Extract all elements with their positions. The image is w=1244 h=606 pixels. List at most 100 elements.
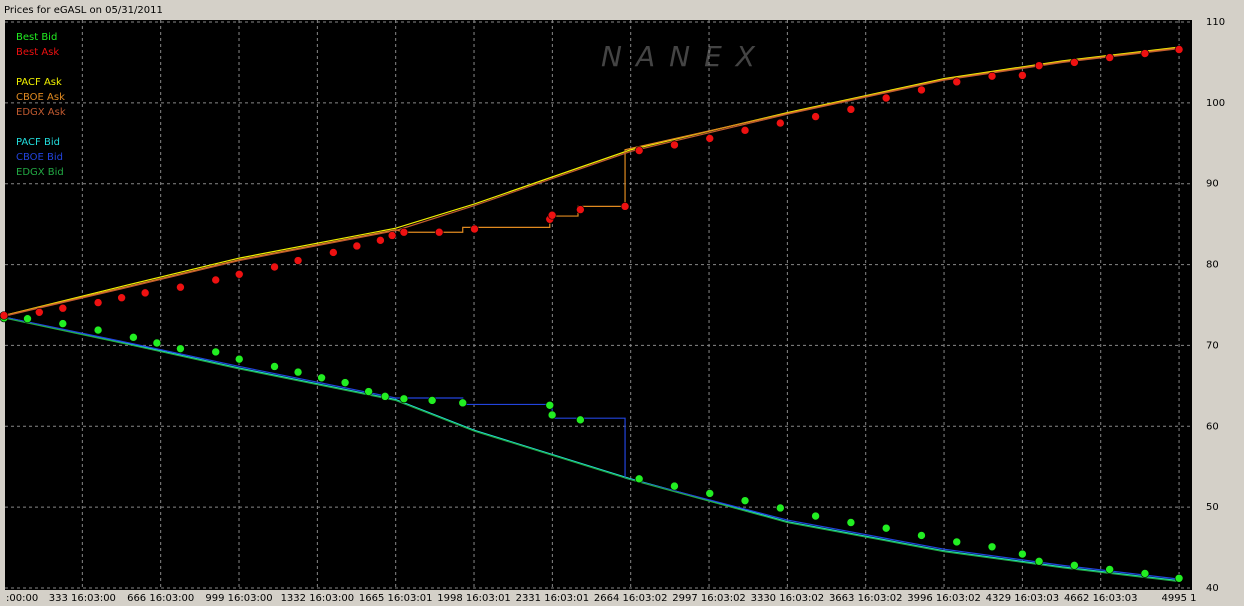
quote-marker [846,518,856,527]
y-tick-label: 40 [1206,583,1219,594]
x-tick-label: 2331 16:03:01 [516,593,590,604]
price-line [3,48,1180,317]
quote-marker [352,241,362,251]
quote-marker [881,523,891,533]
quote-marker [434,227,444,237]
quote-marker [93,298,103,307]
quote-marker [93,325,103,335]
quote-marker [1140,49,1150,58]
quote-marker [952,77,962,87]
quote-marker [140,288,150,298]
quote-marker [846,105,856,114]
x-tick-label: 4995 1 [1162,593,1197,604]
quote-marker [1034,557,1044,566]
quote-marker [129,333,138,342]
x-tick-label: 4329 16:03:03 [986,593,1060,604]
quote-marker [58,319,68,328]
quote-marker [427,396,437,405]
quote-marker [1105,565,1114,574]
quote-marker [545,400,555,410]
quote-marker [881,93,891,103]
quote-marker [1018,549,1027,559]
quote-marker [917,85,926,95]
legend-entry: PACF Bid [16,137,60,148]
quote-marker [399,394,409,404]
quote-marker [176,282,185,292]
quote-marker [1174,573,1184,583]
quote-marker [576,205,585,214]
quote-marker [740,126,750,135]
quote-marker [340,378,350,387]
quote-marker [152,338,162,348]
x-tick-label: 666 16:03:00 [127,593,194,604]
quote-marker [293,256,303,265]
x-tick-label: 333 16:03:00 [49,593,116,604]
quote-marker [399,227,409,237]
x-tick-label: 1332 16:03:00 [281,593,355,604]
price-line [3,317,1180,583]
quote-marker [1105,53,1114,62]
y-tick-label: 80 [1206,260,1219,271]
x-tick-label: 3663 16:03:02 [829,593,903,604]
quote-marker [634,146,644,155]
quote-marker [317,373,326,383]
quote-marker [705,134,715,143]
quote-marker [234,354,244,364]
y-tick-label: 100 [1206,98,1225,109]
y-tick-label: 70 [1206,340,1219,351]
legend-entry: EDGX Bid [16,167,64,178]
quote-marker [776,118,785,128]
legend-entry: EDGX Ask [16,107,66,118]
x-tick-label: 2997 16:03:02 [672,593,746,604]
quote-marker [211,275,221,285]
quote-marker [211,347,221,357]
y-tick-label: 110 [1206,17,1225,28]
quote-marker [776,503,785,513]
watermark: NANEX [601,40,769,73]
x-tick-label: 3330 16:03:02 [751,593,825,604]
quote-marker [952,537,962,547]
price-line [3,316,1180,582]
x-tick-label: :00:00 [6,593,38,604]
quote-marker [740,496,750,505]
quote-marker [293,367,303,377]
quote-marker [470,224,479,234]
quote-marker [1034,61,1044,70]
chart-title: Prices for eGASL on 05/31/2011 [4,5,163,16]
x-tick-label: 2664 16:03:02 [594,593,668,604]
plot-area [5,20,1192,590]
quote-marker [1018,71,1027,80]
quote-marker [380,392,390,401]
quote-marker [576,415,585,425]
quote-marker [376,236,385,245]
quote-marker [1070,58,1079,67]
quote-marker [1070,561,1079,570]
quote-marker [1140,569,1150,578]
quote-marker [176,344,185,353]
quote-marker [458,398,468,408]
x-tick-label: 1665 16:03:01 [359,593,433,604]
quote-marker [1174,45,1184,54]
quote-marker [58,303,68,313]
quote-marker [34,307,44,317]
quote-marker [620,202,630,211]
y-tick-label: 50 [1206,502,1219,513]
quote-marker [270,362,279,371]
quote-marker [270,262,279,272]
quote-marker [917,531,926,540]
legend-entry: Best Bid [16,32,57,43]
quote-marker [0,311,9,320]
quote-marker [364,387,373,396]
quote-marker [387,231,397,240]
legend-entry: PACF Ask [16,77,62,88]
quote-marker [329,248,338,257]
quote-marker [547,210,557,220]
quote-marker [670,140,679,150]
quote-marker [811,112,820,121]
x-tick-label: 1998 16:03:01 [437,593,511,604]
quote-marker [547,410,557,420]
x-tick-label: 999 16:03:00 [205,593,272,604]
quote-marker [705,489,715,498]
legend-entry: CBOE Ask [16,92,65,103]
